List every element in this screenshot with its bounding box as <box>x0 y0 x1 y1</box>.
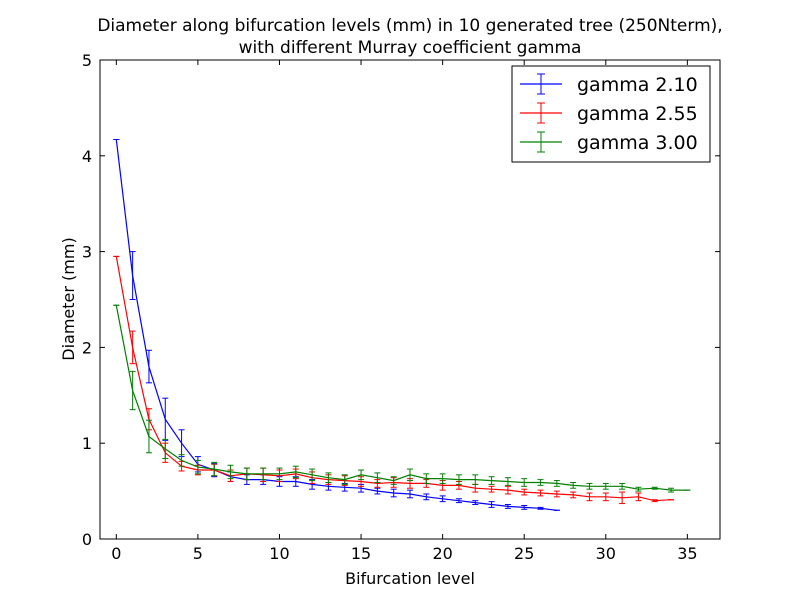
series-0 <box>113 139 560 511</box>
error-bar <box>504 504 511 509</box>
error-bar <box>390 488 397 498</box>
x-tick-label: 5 <box>193 544 203 563</box>
error-bar <box>358 469 365 481</box>
y-tick-label: 5 <box>82 51 92 70</box>
error-bar <box>423 493 430 501</box>
error-bar <box>570 491 577 499</box>
error-bar <box>651 499 658 503</box>
error-bar <box>194 459 201 475</box>
error-bar <box>488 476 495 485</box>
x-tick-label: 35 <box>677 544 697 563</box>
error-bar <box>374 472 381 483</box>
error-bar <box>129 251 136 300</box>
chart-subtitle: with different Murray coefficient gamma <box>239 38 582 58</box>
series-2 <box>113 304 691 493</box>
error-bar <box>488 485 495 493</box>
error-bar <box>521 478 528 487</box>
x-tick-label: 15 <box>351 544 371 563</box>
legend-label: gamma 2.10 <box>577 74 698 96</box>
legend-label: gamma 2.55 <box>577 103 698 125</box>
y-tick-label: 3 <box>82 243 92 262</box>
error-bar <box>635 486 642 492</box>
error-bar <box>292 465 299 479</box>
error-bar <box>455 474 462 485</box>
series-line <box>115 305 688 491</box>
x-tick-label: 20 <box>432 544 452 563</box>
chart-title: Diameter along bifurcation levels (mm) i… <box>97 16 722 36</box>
series-line <box>115 139 557 511</box>
legend-item: gamma 2.55 <box>520 102 698 125</box>
y-tick-label: 4 <box>82 147 92 166</box>
plot-frame <box>99 59 721 540</box>
error-bar <box>407 489 413 499</box>
error-bar <box>227 464 234 480</box>
error-bar <box>472 474 479 485</box>
error-bar <box>129 370 136 411</box>
error-bar <box>619 482 626 490</box>
error-bar <box>537 479 544 486</box>
error-bar <box>602 492 609 502</box>
error-bar <box>423 473 430 484</box>
x-tick-label: 25 <box>514 544 534 563</box>
error-bar <box>668 487 675 493</box>
error-bar <box>602 482 609 490</box>
error-bar <box>472 500 479 506</box>
axis-ticks: 0 5 10 15 20 25 30 35 0 1 2 3 4 5 <box>82 51 720 563</box>
legend-item: gamma 2.10 <box>520 73 698 96</box>
y-axis-label: Diameter (mm) <box>59 237 78 360</box>
x-tick-label: 30 <box>596 544 616 563</box>
error-bar <box>619 491 626 505</box>
error-bar <box>211 461 218 477</box>
error-bar <box>521 488 528 496</box>
error-bar <box>488 501 495 508</box>
error-bar <box>374 487 381 495</box>
error-bar <box>537 506 544 510</box>
error-bar <box>309 468 316 482</box>
legend-box <box>511 65 711 163</box>
error-bar <box>129 330 136 365</box>
error-bar <box>521 504 528 510</box>
error-bar <box>260 467 267 481</box>
error-bar <box>162 438 169 460</box>
error-bar <box>390 476 397 485</box>
error-bar <box>504 477 511 486</box>
error-bar <box>439 473 446 484</box>
error-bar <box>243 467 250 481</box>
y-tick-label: 2 <box>82 338 92 357</box>
error-bar <box>178 454 185 467</box>
error-bar <box>145 349 152 384</box>
error-bar <box>145 419 152 454</box>
legend-label: gamma 3.00 <box>577 132 698 154</box>
error-bar <box>439 495 446 503</box>
error-bar <box>325 472 332 483</box>
x-tick-label: 10 <box>269 544 289 563</box>
error-bar <box>537 489 544 497</box>
error-bar <box>586 482 593 490</box>
error-bar <box>586 492 593 502</box>
error-bar <box>570 481 577 489</box>
error-bar <box>276 467 283 481</box>
error-bar <box>553 490 560 498</box>
y-tick-label: 1 <box>82 434 92 453</box>
plot-content <box>113 139 691 511</box>
error-bar <box>651 486 658 490</box>
error-bar <box>341 474 348 485</box>
y-tick-label: 0 <box>82 530 92 549</box>
error-bar <box>635 492 642 502</box>
error-bar <box>504 485 511 495</box>
error-bar <box>455 498 462 504</box>
legend: gamma 2.10 gamma 2.55 gamma 3.00 <box>511 65 711 163</box>
error-bar <box>407 468 413 482</box>
x-tick-label: 0 <box>111 544 121 563</box>
error-bar <box>553 480 560 487</box>
legend-item: gamma 3.00 <box>520 131 698 154</box>
x-axis-label: Bifurcation level <box>345 569 475 588</box>
